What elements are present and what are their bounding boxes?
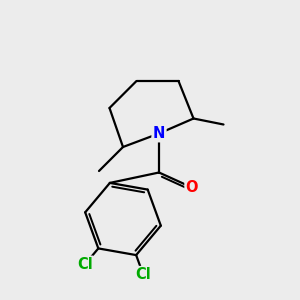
Text: Cl: Cl bbox=[135, 267, 151, 282]
Text: Cl: Cl bbox=[77, 257, 93, 272]
Text: N: N bbox=[153, 126, 165, 141]
Text: O: O bbox=[186, 180, 198, 195]
